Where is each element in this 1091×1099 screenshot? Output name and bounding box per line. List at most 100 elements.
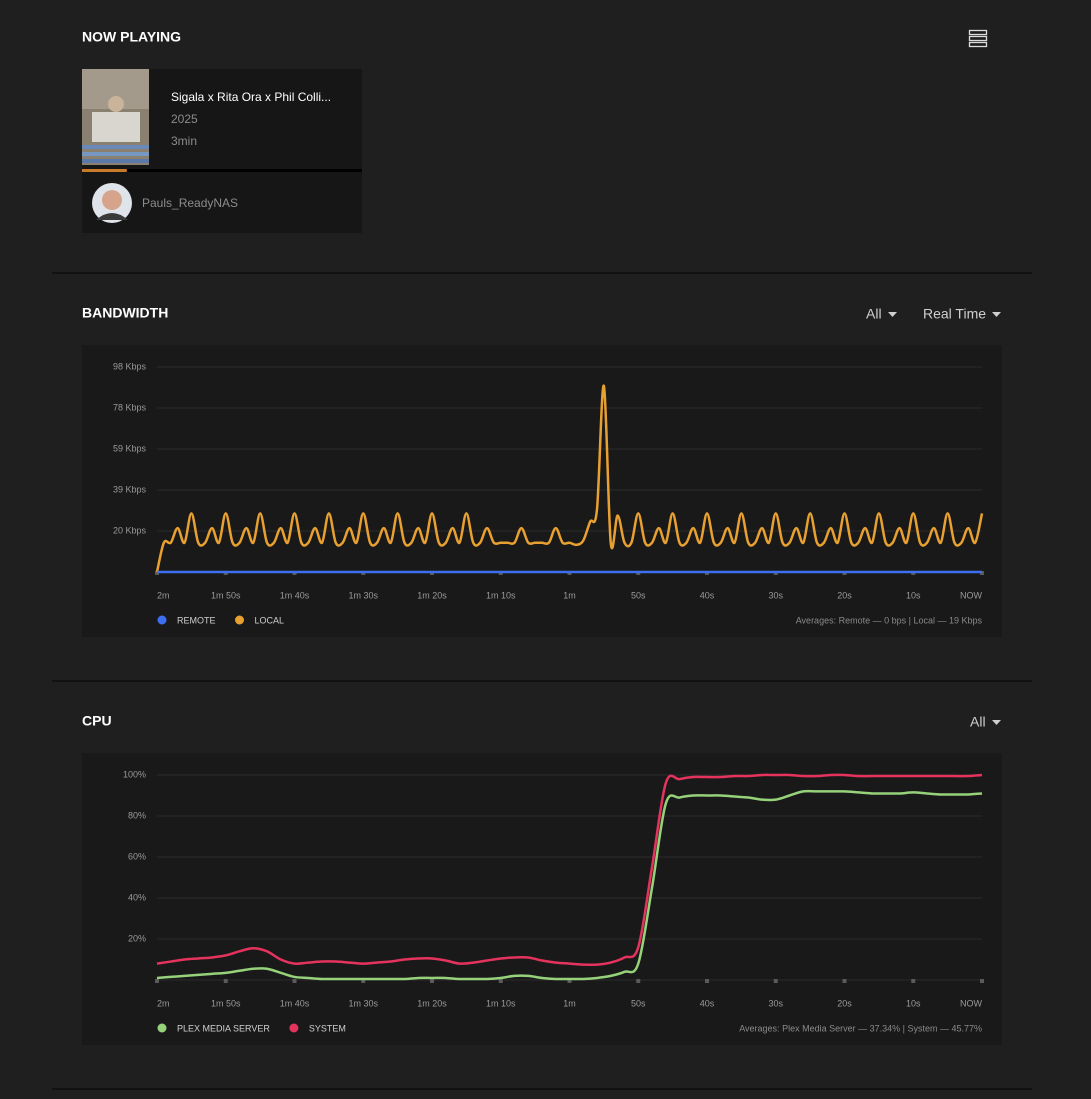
time-dropdown[interactable]: Real Time (923, 306, 1001, 322)
x-tick-label: 10s (906, 998, 921, 1008)
chart-title: BANDWIDTH (82, 305, 168, 321)
y-tick-label: 20 Kbps (113, 525, 147, 535)
x-tick-label: 1m 30s (348, 590, 378, 600)
y-tick-label: 39 Kbps (113, 484, 147, 494)
x-tick-label: 1m (563, 590, 576, 600)
chart-title: CPU (82, 713, 112, 729)
legend-label: REMOTE (177, 615, 216, 625)
filter-dropdown[interactable]: All (866, 306, 897, 322)
x-tick-mark (223, 979, 228, 983)
x-tick-mark (842, 979, 847, 983)
x-tick-mark (911, 979, 916, 983)
x-tick-mark (361, 979, 366, 983)
x-tick-mark (292, 979, 297, 983)
x-tick-label: 30s (768, 998, 783, 1008)
x-tick-label: 1m 10s (486, 998, 516, 1008)
dropdown-label[interactable]: Real Time (923, 306, 986, 322)
legend-marker (235, 615, 245, 625)
x-tick-mark (498, 979, 503, 983)
chart: CPU 20% 40% 60% 80% 100% 2m 1m 50s 1m 40s 1m 30s 1… (82, 713, 1002, 1045)
x-tick-label: 50s (631, 590, 646, 600)
thumbnail-stripe (82, 152, 149, 156)
divider (52, 680, 1032, 682)
x-tick-label: 30s (768, 590, 783, 600)
x-tick-label: 2m (157, 998, 170, 1008)
y-tick-label: 40% (128, 892, 146, 902)
dropdown-label[interactable]: All (970, 714, 986, 730)
dropdown-caret (992, 312, 1001, 317)
y-tick-label: 60% (128, 851, 146, 861)
x-tick-mark (155, 979, 159, 983)
x-tick-label: 1m 20s (417, 998, 447, 1008)
legend-label: SYSTEM (309, 1023, 346, 1033)
divider (52, 1088, 1032, 1090)
series-line (156, 789, 983, 981)
section-title: NOW PLAYING (82, 29, 181, 45)
y-tick-label: 100% (123, 769, 146, 779)
x-tick-label: NOW (960, 590, 983, 600)
filter-dropdown[interactable]: All (970, 714, 1001, 730)
x-tick-mark (567, 979, 572, 983)
progress-bar (82, 169, 127, 172)
x-tick-label: NOW (960, 998, 983, 1008)
thumbnail-stripe (82, 159, 149, 163)
legend-label: PLEX MEDIA SERVER (177, 1023, 270, 1033)
menu-bar (968, 41, 988, 48)
avatar-face (102, 190, 122, 210)
x-tick-mark (636, 979, 641, 983)
avatar-shoulders (96, 213, 128, 220)
chart-panel (82, 345, 1002, 637)
x-tick-label: 1m (563, 998, 576, 1008)
x-tick-label: 1m 10s (486, 590, 516, 600)
x-tick-label: 40s (700, 998, 715, 1008)
x-tick-mark (430, 979, 434, 983)
divider (52, 272, 1032, 274)
x-tick-label: 1m 50s (211, 998, 241, 1008)
x-tick-mark (705, 979, 709, 983)
averages-note: Averages: Remote — 0 bps | Local — 19 Kb… (796, 615, 983, 625)
legend-label: LOCAL (255, 615, 285, 625)
progress-track (82, 169, 362, 172)
x-tick-mark (980, 979, 984, 983)
dropdown-caret (888, 312, 897, 317)
averages-note: Averages: Plex Media Server — 37.34% | S… (739, 1023, 982, 1033)
thumbnail-head (108, 96, 124, 112)
legend-marker (289, 1023, 299, 1033)
y-tick-label: 78 Kbps (113, 402, 147, 412)
y-tick-label: 20% (128, 933, 146, 943)
user-name: Pauls_ReadyNAS (142, 196, 238, 210)
x-tick-label: 1m 50s (211, 590, 241, 600)
now-playing-card[interactable]: Sigala x Rita Ora x Phil Colli... 2025 3… (82, 69, 362, 233)
thumbnail-stripe (82, 145, 149, 149)
x-tick-mark (773, 979, 778, 983)
y-tick-label: 59 Kbps (113, 443, 147, 453)
legend-marker (157, 1023, 167, 1033)
dropdown-caret (992, 720, 1001, 725)
menu-icon[interactable] (968, 29, 988, 48)
menu-bar (968, 35, 988, 42)
dropdown-label[interactable]: All (866, 306, 882, 322)
chart: BANDWIDTH 20 Kbps 39 Kbps 59 Kbps 78 Kbps 98 … (82, 305, 1002, 637)
x-tick-label: 50s (631, 998, 646, 1008)
thumbnail-figure (92, 112, 140, 142)
x-tick-label: 1m 40s (280, 590, 310, 600)
x-tick-label: 2m (157, 590, 170, 600)
x-tick-label: 20s (837, 998, 852, 1008)
series-line (155, 384, 984, 573)
legend-marker (157, 615, 167, 625)
x-tick-label: 1m 30s (348, 998, 378, 1008)
x-tick-label: 10s (906, 590, 921, 600)
track-duration: 3min (171, 134, 197, 148)
x-tick-label: 1m 20s (417, 590, 447, 600)
x-tick-label: 1m 40s (280, 998, 310, 1008)
x-tick-label: 20s (837, 590, 852, 600)
track-year: 2025 (171, 112, 198, 126)
chart-panel (82, 753, 1002, 1045)
y-tick-label: 98 Kbps (113, 361, 147, 371)
menu-bar (968, 29, 988, 36)
series-line (156, 773, 983, 967)
y-tick-label: 80% (128, 810, 146, 820)
track-title: Sigala x Rita Ora x Phil Colli... (171, 90, 331, 104)
